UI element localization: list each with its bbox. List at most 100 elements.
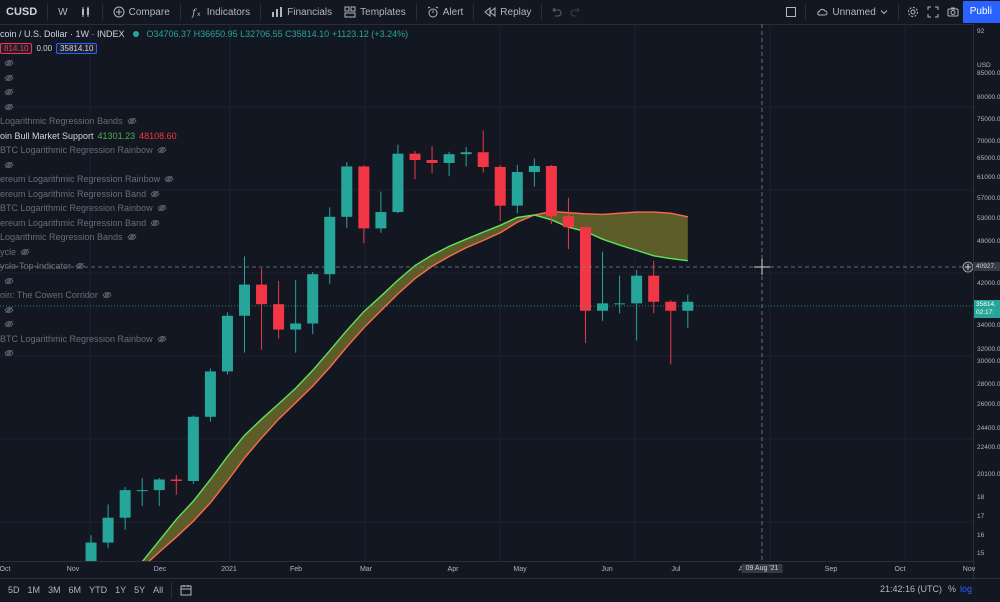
log-scale-button[interactable]: log — [960, 584, 973, 594]
indicator-name: ycle — [0, 246, 17, 257]
settings-button[interactable] — [903, 0, 923, 24]
templates-button[interactable]: Templates — [338, 0, 412, 24]
price-scale[interactable]: 92 USD 85000.0 80000.0 75000.0 70000.0 65000.0… — [973, 24, 1000, 578]
range-button-5d[interactable]: 5D — [8, 585, 20, 595]
range-button-1m[interactable]: 1M — [27, 585, 41, 595]
candle-body — [204, 371, 216, 417]
hide-eye-icon[interactable] — [4, 74, 14, 82]
hide-eye-icon[interactable] — [4, 161, 14, 169]
financials-button[interactable]: Financials — [265, 0, 338, 24]
hide-eye-icon[interactable] — [4, 88, 14, 96]
hide-eye-icon[interactable] — [20, 248, 30, 256]
indicator-row[interactable]: ereum Logarithmic Regression Rainbow — [0, 172, 408, 187]
price-chart[interactable] — [0, 24, 973, 561]
hide-eye-icon[interactable] — [4, 59, 14, 67]
indicator-row[interactable] — [0, 317, 408, 332]
time-scale[interactable]: Oct Nov Dec 2021 Feb Mar Apr May Jun Jul A Sep Oct No… — [0, 561, 975, 579]
candle-down — [477, 130, 489, 173]
indicator-row[interactable]: ycle — [0, 245, 408, 260]
indicator-row[interactable] — [0, 346, 408, 361]
hide-eye-icon[interactable] — [102, 291, 112, 299]
range-button-ytd[interactable]: YTD — [89, 585, 108, 595]
hide-eye-icon[interactable] — [4, 277, 14, 285]
indicator-row[interactable] — [0, 158, 408, 173]
hide-eye-icon[interactable] — [157, 335, 167, 343]
indicator-row[interactable]: Logarithmic Regression Bands — [0, 114, 408, 129]
indicator-row[interactable] — [0, 85, 408, 100]
indicator-row[interactable]: ereum Logarithmic Regression Band — [0, 216, 408, 231]
candle-body — [273, 304, 285, 330]
indicator-row[interactable] — [0, 274, 408, 289]
redo-button[interactable] — [566, 0, 586, 24]
band-fill — [142, 211, 688, 561]
range-button-5y[interactable]: 5Y — [134, 585, 146, 595]
hide-eye-icon[interactable] — [4, 320, 14, 328]
hide-eye-icon[interactable] — [127, 117, 137, 125]
hide-eye-icon[interactable] — [150, 190, 160, 198]
utc-clock[interactable]: 21:42:16 (UTC) — [880, 584, 943, 594]
interval-button[interactable]: W — [58, 6, 68, 18]
hide-eye-icon[interactable] — [4, 103, 14, 111]
candle-down — [358, 165, 370, 244]
candles-icon — [81, 6, 89, 17]
candle-up — [443, 151, 455, 177]
compare-button[interactable]: Compare — [107, 0, 176, 24]
hide-eye-icon[interactable] — [127, 233, 137, 241]
ask-price-pill[interactable]: 35814.10 — [56, 43, 98, 55]
indicator-row[interactable] — [0, 71, 408, 86]
hide-eye-icon[interactable] — [164, 175, 174, 183]
price-tick-label: 26000.0 — [977, 401, 1000, 408]
price-tick-label: 22400.0 — [977, 444, 1000, 451]
indicator-row[interactable] — [0, 100, 408, 115]
goto-date-button[interactable] — [176, 578, 196, 602]
indicator-name: ereum Logarithmic Regression Band — [0, 217, 147, 228]
candle-down — [648, 260, 660, 314]
symbol-search-button[interactable]: CUSD — [6, 6, 38, 18]
undo-button[interactable] — [546, 0, 566, 24]
price-tick-label: 20100.0 — [977, 471, 1000, 478]
indicator-row[interactable]: oin: The Cowen Corridor — [0, 288, 408, 303]
alert-button[interactable]: Alert — [421, 0, 470, 24]
hide-eye-icon[interactable] — [157, 204, 167, 212]
bid-price-pill[interactable]: 814.10 — [0, 43, 33, 55]
indicator-row[interactable]: ycle-Top-Indicator — [0, 259, 408, 274]
fullscreen-button[interactable] — [923, 0, 943, 24]
indicator-name: ycle-Top-Indicator — [0, 261, 72, 272]
time-tick-label: Oct — [0, 566, 11, 573]
hide-eye-icon[interactable] — [4, 349, 14, 357]
hide-eye-icon[interactable] — [75, 262, 85, 270]
indicator-row[interactable]: BTC Logarithmic Regression Rainbow — [0, 143, 408, 158]
fullscreen-layout-button[interactable] — [781, 0, 801, 24]
indicator-row[interactable] — [0, 303, 408, 318]
range-button-6m[interactable]: 6M — [68, 585, 82, 595]
range-button-all[interactable]: All — [153, 585, 164, 595]
price-tick-label: 28000.0 — [977, 381, 1000, 388]
indicator-name: Logarithmic Regression Bands — [0, 232, 123, 243]
range-button-1y[interactable]: 1Y — [115, 585, 127, 595]
candle-body — [443, 154, 455, 163]
price-tick-label: 65000.0 — [977, 155, 1000, 162]
indicator-row[interactable]: oin Bull Market Support 41301.23 48108.6… — [0, 129, 408, 144]
hide-eye-icon[interactable] — [150, 219, 160, 227]
hide-eye-icon[interactable] — [157, 146, 167, 154]
chart-type-button[interactable] — [74, 0, 98, 24]
range-button-3m[interactable]: 3M — [48, 585, 61, 595]
price-tick-label: 32000.0 — [977, 346, 1000, 353]
price-tick-label: 18 — [977, 494, 985, 501]
layout-name-button[interactable]: Unnamed — [810, 6, 893, 18]
indicator-name: ereum Logarithmic Regression Rainbow — [0, 174, 161, 185]
publish-button[interactable]: Publi — [962, 1, 1000, 23]
indicator-row[interactable]: BTC Logarithmic Regression Rainbow — [0, 332, 408, 347]
candle-up — [341, 161, 353, 228]
hide-eye-icon[interactable] — [4, 306, 14, 314]
candle-body — [580, 227, 591, 311]
indicator-row[interactable]: Logarithmic Regression Bands — [0, 230, 408, 245]
replay-button[interactable]: Replay — [478, 0, 537, 24]
indicator-row[interactable]: BTC Logarithmic Regression Rainbow — [0, 201, 408, 216]
indicator-row[interactable] — [0, 56, 408, 71]
snapshot-button[interactable] — [943, 0, 963, 24]
indicator-row[interactable]: ereum Logarithmic Regression Band — [0, 187, 408, 202]
percent-scale-button[interactable]: % — [948, 584, 957, 594]
